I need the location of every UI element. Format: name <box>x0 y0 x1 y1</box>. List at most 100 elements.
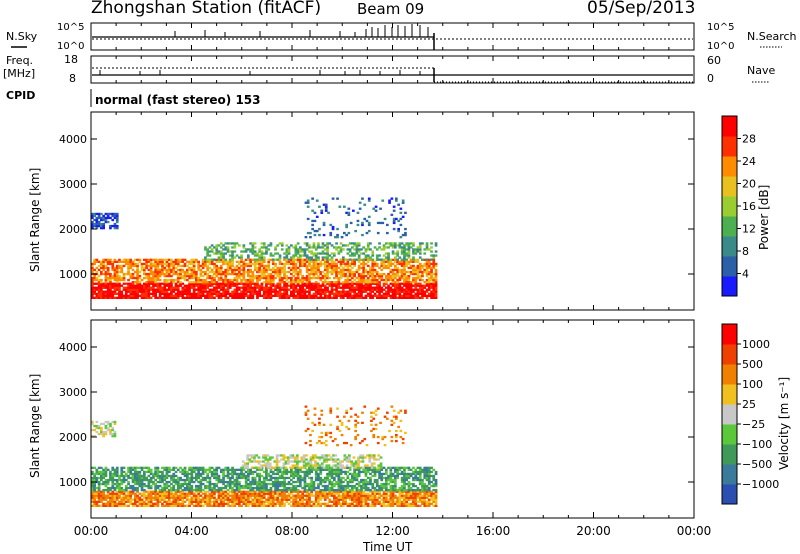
data-cell <box>93 472 96 476</box>
data-cell <box>342 292 345 295</box>
data-cell <box>256 276 259 280</box>
data-cell <box>204 246 207 249</box>
data-cell <box>208 494 212 497</box>
data-cell <box>215 282 219 285</box>
data-cell <box>346 276 350 280</box>
data-cell <box>366 494 370 497</box>
data-cell <box>380 290 384 293</box>
data-cell <box>183 290 187 293</box>
data-cell <box>95 468 99 471</box>
data-cell <box>344 492 347 495</box>
data-cell <box>199 284 203 287</box>
data-cell <box>387 294 390 297</box>
data-cell <box>299 480 302 484</box>
data-cell <box>165 260 169 263</box>
data-cell <box>418 262 422 266</box>
data-cell <box>176 268 180 272</box>
data-cell <box>280 242 284 245</box>
data-cell <box>296 288 300 291</box>
data-cell <box>222 478 225 482</box>
data-cell <box>210 282 214 285</box>
data-cell <box>269 502 273 505</box>
data-cell <box>400 296 404 299</box>
data-cell <box>305 266 309 270</box>
data-cell <box>183 504 187 507</box>
data-cell <box>387 246 390 249</box>
data-cell <box>104 218 108 222</box>
data-cell <box>186 264 189 268</box>
data-cell <box>425 268 429 272</box>
data-cell <box>287 482 291 486</box>
nsky-tick-top: 10^5 <box>57 22 84 33</box>
data-cell <box>247 262 250 266</box>
data-cell <box>136 282 139 285</box>
data-cell <box>301 290 304 293</box>
data-cell <box>201 294 205 297</box>
data-cell <box>115 474 119 478</box>
data-cell <box>95 220 99 224</box>
data-cell <box>233 482 237 486</box>
data-cell <box>416 294 420 297</box>
data-cell <box>93 466 96 469</box>
data-cell <box>208 504 212 507</box>
data-cell <box>179 484 182 488</box>
data-cell <box>127 270 130 274</box>
data-cell <box>276 480 280 484</box>
data-cell <box>382 282 386 285</box>
data-cell <box>129 288 133 291</box>
data-cell <box>134 504 137 507</box>
data-cell <box>136 482 139 486</box>
data-cell <box>403 281 406 284</box>
data-cell <box>233 500 237 503</box>
data-cell <box>140 502 144 505</box>
data-cell <box>364 288 368 291</box>
data-cell <box>310 296 313 299</box>
data-cell <box>396 258 399 261</box>
data-cell <box>244 292 248 295</box>
data-cell <box>333 472 336 476</box>
data-cell <box>188 262 191 266</box>
data-cell <box>335 480 338 484</box>
data-cell <box>430 490 433 493</box>
data-cell <box>206 484 209 488</box>
data-cell <box>181 282 185 285</box>
data-cell <box>278 286 282 289</box>
data-cell <box>197 468 200 471</box>
data-cell <box>233 270 237 274</box>
data-cell <box>362 504 365 507</box>
data-cell <box>416 258 420 261</box>
data-cell <box>354 229 357 233</box>
data-cell <box>323 258 327 261</box>
data-cell <box>115 281 119 284</box>
data-cell <box>287 281 291 284</box>
data-cell <box>278 281 282 284</box>
data-cell <box>269 489 273 492</box>
data-cell <box>360 296 363 299</box>
data-cell <box>179 270 182 274</box>
data-cell <box>111 286 115 289</box>
data-cell <box>242 270 246 274</box>
data-cell <box>432 260 436 263</box>
data-cell <box>124 490 128 493</box>
data-cell <box>285 262 289 266</box>
data-cell <box>122 470 126 474</box>
data-cell <box>183 264 187 268</box>
data-cell <box>385 286 388 289</box>
data-cell <box>374 209 378 212</box>
data-cell <box>308 250 311 253</box>
data-cell <box>158 286 162 289</box>
data-cell <box>361 223 364 227</box>
data-cell <box>122 474 126 478</box>
data-cell <box>134 286 137 289</box>
data-cell <box>136 281 139 284</box>
data-cell <box>353 290 356 293</box>
data-cell <box>104 466 108 469</box>
data-cell <box>296 270 300 274</box>
data-cell <box>253 276 257 280</box>
data-cell <box>353 248 356 251</box>
data-cell <box>138 276 142 280</box>
data-cell <box>145 496 148 499</box>
data-cell <box>335 292 338 295</box>
data-cell <box>170 478 173 482</box>
data-cell <box>265 474 268 478</box>
